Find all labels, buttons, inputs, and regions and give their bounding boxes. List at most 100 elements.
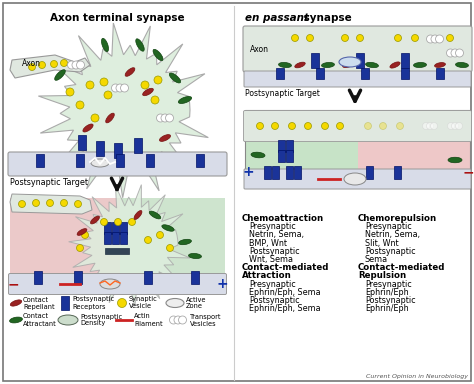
Ellipse shape xyxy=(136,39,144,51)
FancyBboxPatch shape xyxy=(34,270,42,283)
Ellipse shape xyxy=(55,70,65,80)
FancyBboxPatch shape xyxy=(191,270,199,283)
Circle shape xyxy=(380,122,386,129)
Text: Postsynaptic: Postsynaptic xyxy=(365,247,416,256)
Circle shape xyxy=(38,61,46,68)
Circle shape xyxy=(165,114,173,122)
Text: Presynaptic: Presynaptic xyxy=(365,222,412,231)
Ellipse shape xyxy=(279,63,292,68)
FancyBboxPatch shape xyxy=(311,53,319,68)
Text: +: + xyxy=(216,277,228,291)
Circle shape xyxy=(115,218,121,225)
Text: +: + xyxy=(242,165,254,179)
Circle shape xyxy=(116,84,124,92)
Text: synapse: synapse xyxy=(300,13,352,23)
FancyBboxPatch shape xyxy=(144,270,152,283)
Text: Transport
Vesicles: Transport Vesicles xyxy=(190,313,221,326)
Polygon shape xyxy=(10,194,92,214)
Ellipse shape xyxy=(435,63,446,68)
Text: Postsynaptic: Postsynaptic xyxy=(249,296,300,305)
Text: Netrin, Sema,: Netrin, Sema, xyxy=(365,230,420,239)
Text: en passant: en passant xyxy=(245,13,309,23)
Circle shape xyxy=(128,218,136,225)
Text: Netrin, Sema,: Netrin, Sema, xyxy=(249,230,304,239)
Circle shape xyxy=(289,122,295,129)
Ellipse shape xyxy=(169,73,181,83)
Circle shape xyxy=(356,35,364,41)
Ellipse shape xyxy=(9,317,22,323)
Text: Contact
Repellant: Contact Repellant xyxy=(23,296,55,310)
FancyBboxPatch shape xyxy=(394,166,401,179)
FancyBboxPatch shape xyxy=(78,134,86,149)
Circle shape xyxy=(156,232,164,238)
FancyBboxPatch shape xyxy=(76,154,84,167)
Circle shape xyxy=(18,200,26,207)
FancyBboxPatch shape xyxy=(112,232,119,244)
Circle shape xyxy=(145,237,152,243)
Bar xyxy=(245,110,470,188)
Ellipse shape xyxy=(390,62,400,68)
Ellipse shape xyxy=(153,50,163,61)
Circle shape xyxy=(76,101,84,109)
Polygon shape xyxy=(38,23,208,198)
FancyBboxPatch shape xyxy=(114,142,122,157)
Ellipse shape xyxy=(143,88,154,96)
FancyBboxPatch shape xyxy=(279,150,285,162)
FancyBboxPatch shape xyxy=(286,150,293,162)
Circle shape xyxy=(430,122,438,129)
Circle shape xyxy=(28,63,36,71)
FancyBboxPatch shape xyxy=(279,140,285,152)
Ellipse shape xyxy=(83,124,93,132)
Circle shape xyxy=(161,114,169,122)
Circle shape xyxy=(341,35,348,41)
Circle shape xyxy=(118,298,127,308)
Ellipse shape xyxy=(189,253,201,258)
Ellipse shape xyxy=(448,157,462,163)
Circle shape xyxy=(304,122,311,129)
Text: Repulsion: Repulsion xyxy=(358,271,406,280)
Circle shape xyxy=(86,81,94,89)
FancyBboxPatch shape xyxy=(286,166,293,179)
Text: Attraction: Attraction xyxy=(242,271,292,280)
Text: Presynaptic: Presynaptic xyxy=(365,280,412,289)
Circle shape xyxy=(179,316,186,324)
Circle shape xyxy=(66,88,74,96)
Text: Axon: Axon xyxy=(250,45,269,53)
Circle shape xyxy=(76,245,83,252)
Ellipse shape xyxy=(91,216,100,224)
FancyBboxPatch shape xyxy=(366,166,374,179)
Circle shape xyxy=(100,78,108,86)
Polygon shape xyxy=(10,55,90,78)
Circle shape xyxy=(170,316,177,324)
Text: Postsynaptic: Postsynaptic xyxy=(365,296,416,305)
Text: Contact
Attractant: Contact Attractant xyxy=(23,313,57,326)
FancyBboxPatch shape xyxy=(401,53,409,68)
Circle shape xyxy=(104,91,112,99)
Circle shape xyxy=(156,114,164,122)
FancyBboxPatch shape xyxy=(244,71,471,87)
Text: Ephrin/Eph, Sema: Ephrin/Eph, Sema xyxy=(249,304,320,313)
FancyBboxPatch shape xyxy=(8,152,227,176)
Text: Slit, Wnt: Slit, Wnt xyxy=(365,238,399,248)
FancyBboxPatch shape xyxy=(316,68,324,78)
Circle shape xyxy=(292,35,299,41)
Text: Postsynaptic
Receptors: Postsynaptic Receptors xyxy=(72,296,114,310)
Ellipse shape xyxy=(149,211,161,219)
Circle shape xyxy=(307,35,313,41)
Circle shape xyxy=(82,232,89,238)
Ellipse shape xyxy=(162,225,174,231)
Bar xyxy=(245,110,358,188)
Circle shape xyxy=(451,49,459,57)
Text: Sema: Sema xyxy=(365,255,388,264)
Circle shape xyxy=(111,84,119,92)
FancyBboxPatch shape xyxy=(436,68,444,78)
Circle shape xyxy=(411,35,419,41)
Circle shape xyxy=(456,122,463,129)
Ellipse shape xyxy=(166,298,184,308)
Text: BMP, Wnt: BMP, Wnt xyxy=(249,238,287,248)
Circle shape xyxy=(431,35,439,43)
FancyBboxPatch shape xyxy=(120,222,128,234)
FancyBboxPatch shape xyxy=(74,270,82,283)
Text: Ephrin/Eph, Sema: Ephrin/Eph, Sema xyxy=(249,288,320,297)
Ellipse shape xyxy=(251,152,265,158)
